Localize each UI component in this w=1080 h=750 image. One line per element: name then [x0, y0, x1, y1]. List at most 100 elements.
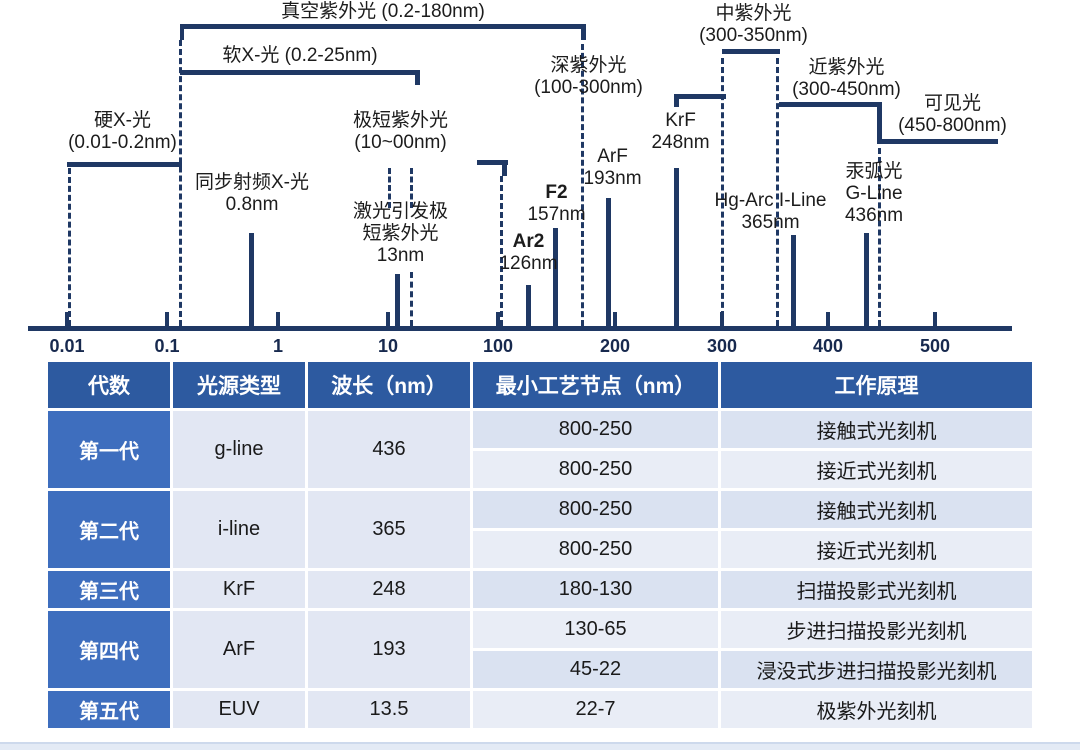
cell-node: 800-250 — [473, 451, 718, 488]
axis-tick — [933, 312, 937, 326]
source-label-line: 激光引发极 — [352, 201, 448, 222]
table-row: 第四代 ArF 193 130-65 步进扫描投影光刻机 — [48, 611, 1032, 688]
source-label-line: F2 — [545, 182, 568, 203]
source-label-line: 248nm — [651, 132, 710, 153]
dashed-line-0.01nm — [68, 168, 71, 326]
band-label-extreme-short-uv: 极短紫外光 (10~00nm) — [318, 110, 483, 154]
cell-principle: 接触式光刻机 — [721, 411, 1032, 448]
source-label-line: 126nm — [499, 253, 558, 274]
dashed-line-100nm — [500, 176, 503, 326]
cell-wavelength: 193 — [308, 611, 470, 688]
spike-krf-248nm — [674, 168, 679, 326]
axis-tick-label: 10 — [377, 336, 399, 356]
band-line-hard-x — [67, 162, 182, 167]
band-label-mid-uv: 中紫外光 (300-350nm) — [671, 3, 836, 47]
cell-generation: 第一代 — [48, 411, 170, 488]
source-label-line: Hg-Arc I-Line — [714, 190, 827, 211]
source-label-krf: KrF 248nm — [638, 110, 723, 154]
cell-generation: 第二代 — [48, 491, 170, 568]
cell-principle: 扫描投影式光刻机 — [721, 571, 1032, 608]
spike-hg-365nm — [791, 235, 796, 326]
table-row: 800-250 接近式光刻机 — [48, 451, 1032, 488]
source-label-hg-arc: Hg-Arc I-Line 365nm — [698, 190, 843, 234]
band-line-vacuum-uv-right-stub — [581, 24, 586, 40]
band-label-hard-x: 硬X-光 (0.01-0.2nm) — [40, 110, 205, 154]
cell-principle: 极紫外光刻机 — [721, 691, 1032, 728]
axis-tick — [386, 312, 390, 326]
band-label-line: 硬X-光 — [93, 110, 151, 131]
source-label-line: 短紫外光 — [362, 223, 439, 244]
source-label-g-line: 汞弧光 G-Line 436nm — [830, 161, 918, 227]
band-label-line: 极短紫外光 — [352, 110, 448, 131]
spike-f2-157nm — [553, 228, 558, 326]
source-label-line: Ar2 — [512, 231, 545, 252]
spike-ar2-126nm — [526, 285, 531, 326]
band-label-vacuum-uv: 真空紫外光 (0.2-180nm) — [180, 1, 586, 23]
cell-node: 45-22 — [473, 651, 718, 688]
cell-principle: 接触式光刻机 — [721, 491, 1032, 528]
dashed-line-16nm-upper — [410, 168, 413, 208]
band-label-line: 深紫外光 — [550, 55, 627, 76]
cell-generation: 第四代 — [48, 611, 170, 688]
cell-principle: 浸没式步进扫描投影光刻机 — [721, 651, 1032, 688]
band-label-line: (10~00nm) — [354, 132, 447, 153]
axis-tick — [165, 312, 169, 326]
source-label-line: 汞弧光 — [845, 161, 903, 182]
axis-tick — [613, 312, 617, 326]
cell-principle: 步进扫描投影光刻机 — [721, 611, 1032, 648]
band-label-soft-x: 软X-光 (0.2-25nm) — [180, 45, 420, 67]
cell-principle: 接近式光刻机 — [721, 531, 1032, 568]
band-line-deep-uv-right-stub — [674, 94, 679, 107]
source-label-line: ArF — [597, 146, 628, 167]
source-label-f2: F2 157nm — [514, 182, 599, 226]
spectrum-chart: 0.01 0.1 1 10 100 200 300 400 500 真空紫外光 … — [0, 0, 1080, 362]
band-line-soft-x — [180, 70, 420, 75]
source-label-line: G-Line — [845, 183, 903, 204]
band-line-mid-uv — [722, 49, 780, 54]
cell-generation: 第三代 — [48, 571, 170, 608]
axis-tick-label: 0.01 — [49, 336, 85, 356]
cell-node: 800-250 — [473, 491, 718, 528]
table-header-row: 代数 光源类型 波长（nm） 最小工艺节点（nm） 工作原理 — [48, 362, 1032, 408]
band-line-soft-x-right-stub — [415, 70, 420, 85]
source-label-line: 436nm — [844, 205, 904, 226]
band-line-deep-uv-left — [477, 160, 508, 165]
band-line-visible — [877, 139, 998, 144]
dashed-line-180nm — [581, 44, 584, 326]
cell-wavelength: 365 — [308, 491, 470, 568]
band-label-line: 中紫外光 — [715, 3, 792, 24]
header-source-type: 光源类型 — [173, 362, 305, 408]
band-line-deep-uv-left-stub — [502, 160, 507, 176]
cell-source: ArF — [173, 611, 305, 688]
band-label-visible: 可见光 (450-800nm) — [870, 93, 1035, 137]
spike-gline-436nm — [864, 233, 869, 326]
wavelength-axis — [28, 326, 1012, 331]
source-label-line: 13nm — [376, 245, 425, 266]
header-principle: 工作原理 — [721, 362, 1032, 408]
spike-sync-x-0.8nm — [249, 233, 254, 326]
dashed-line-16nm-lower — [410, 272, 413, 326]
band-label-line: 近紫外光 — [808, 57, 885, 78]
band-label-line: (100-300nm) — [534, 77, 643, 98]
band-label-line: (300-450nm) — [792, 79, 901, 100]
dashed-line-0.2nm — [179, 40, 182, 326]
source-label-ar2: Ar2 126nm — [486, 231, 571, 275]
bottom-strip — [0, 742, 1080, 750]
cell-wavelength: 436 — [308, 411, 470, 488]
table-row: 第一代 g-line 436 800-250 接触式光刻机 — [48, 411, 1032, 488]
cell-source: i-line — [173, 491, 305, 568]
table-row: 800-250 接近式光刻机 — [48, 531, 1032, 568]
table-row: 第三代 KrF 248 180-130 扫描投影式光刻机 — [48, 571, 1032, 608]
dashed-line-10nm — [388, 168, 391, 208]
cell-node: 800-250 — [473, 531, 718, 568]
axis-tick-label: 400 — [812, 336, 844, 356]
source-label-line: KrF — [665, 110, 696, 131]
cell-node: 22-7 — [473, 691, 718, 728]
table-row: 45-22 浸没式步进扫描投影光刻机 — [48, 651, 1032, 688]
source-label-line: 365nm — [741, 212, 800, 233]
spike-laser-euv-13nm — [395, 274, 400, 326]
source-label-line: 同步射频X-光 — [194, 172, 309, 193]
axis-tick-label: 1 — [272, 336, 283, 356]
band-label-line: (300-350nm) — [699, 25, 808, 46]
